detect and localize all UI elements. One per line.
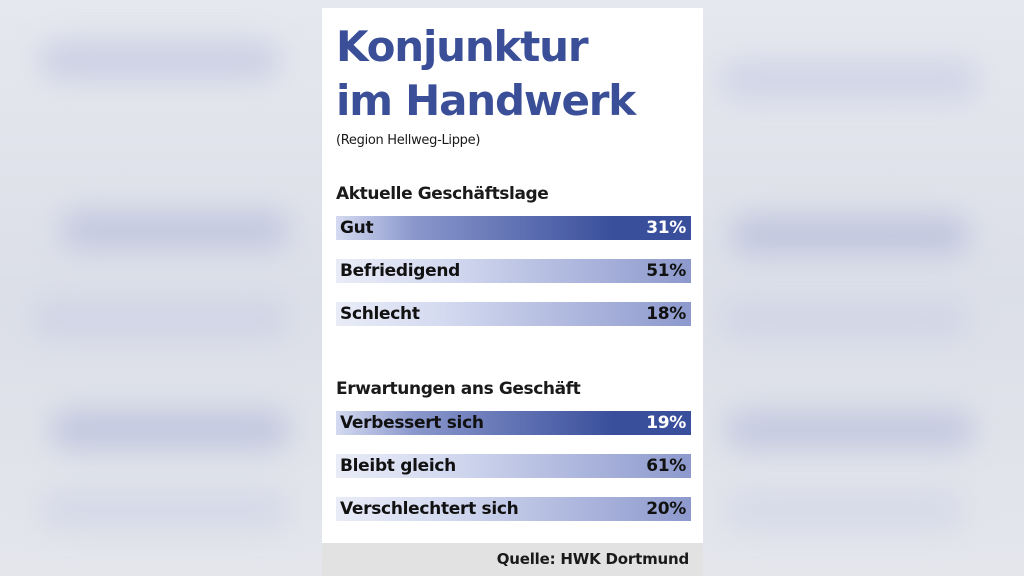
bar-row: Verschlechtert sich 20%: [336, 497, 691, 521]
chart-subtitle: (Region Hellweg-Lippe): [336, 133, 481, 148]
bar-category-label: Schlecht: [340, 304, 420, 324]
infographic-panel: Konjunktur im Handwerk (Region Hellweg-L…: [322, 8, 703, 543]
blur-stripe: [725, 410, 975, 450]
blur-stripe: [30, 300, 290, 340]
bar-row: Verbessert sich 19%: [336, 411, 691, 435]
bar-fill: [336, 259, 691, 283]
blur-stripe: [730, 215, 970, 255]
bar-category-label: Verschlechtert sich: [340, 499, 519, 519]
bar-value-label: 18%: [646, 304, 686, 324]
chart-title-line-2: im Handwerk: [336, 76, 636, 125]
blur-stripe: [725, 490, 965, 530]
bar-row: Befriedigend 51%: [336, 259, 691, 283]
bar-value-label: 31%: [646, 218, 686, 238]
blur-stripe: [720, 300, 970, 340]
bar-value-label: 20%: [646, 499, 686, 519]
blur-stripe: [50, 410, 290, 450]
bar-fill: [336, 302, 691, 326]
bar-row: Gut 31%: [336, 216, 691, 240]
blur-stripe: [720, 60, 980, 100]
bar-category-label: Befriedigend: [340, 261, 460, 281]
source-footer: Quelle: HWK Dortmund: [322, 543, 703, 576]
bar-row: Bleibt gleich 61%: [336, 454, 691, 478]
bar-value-label: 51%: [646, 261, 686, 281]
section-title-current-situation: Aktuelle Geschäftslage: [336, 184, 549, 204]
bar-category-label: Bleibt gleich: [340, 456, 456, 476]
blur-stripe: [40, 40, 280, 80]
bar-category-label: Gut: [340, 218, 374, 238]
bar-fill: [336, 497, 691, 521]
bar-value-label: 19%: [646, 413, 686, 433]
section-title-expectations: Erwartungen ans Geschäft: [336, 379, 581, 399]
blur-stripe: [40, 490, 290, 530]
blur-stripe: [60, 210, 290, 250]
chart-title: Konjunktur im Handwerk: [336, 20, 636, 128]
bar-fill: [336, 454, 691, 478]
chart-title-line-1: Konjunktur: [336, 22, 589, 71]
bar-fill: [336, 216, 691, 240]
source-label: Quelle: HWK Dortmund: [496, 550, 689, 568]
bar-category-label: Verbessert sich: [340, 413, 484, 433]
bar-row: Schlecht 18%: [336, 302, 691, 326]
bar-fill: [336, 411, 691, 435]
bar-value-label: 61%: [646, 456, 686, 476]
